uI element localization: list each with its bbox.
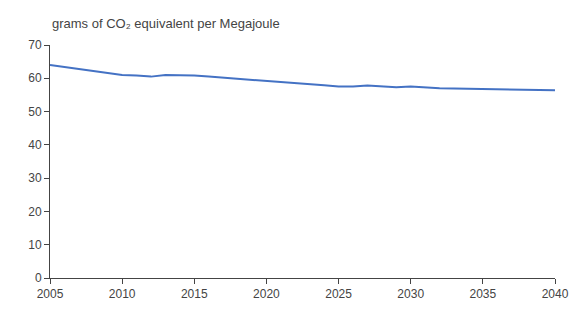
svg-text:20: 20 (28, 205, 42, 219)
svg-text:2040: 2040 (542, 287, 569, 301)
svg-text:0: 0 (35, 271, 42, 285)
svg-text:grams of CO₂ equivalent per Me: grams of CO₂ equivalent per Megajoule (52, 16, 280, 31)
svg-text:50: 50 (28, 105, 42, 119)
svg-text:40: 40 (28, 138, 42, 152)
svg-text:30: 30 (28, 171, 42, 185)
svg-text:70: 70 (28, 38, 42, 52)
svg-text:2005: 2005 (37, 287, 64, 301)
svg-text:10: 10 (28, 238, 42, 252)
svg-text:2025: 2025 (325, 287, 352, 301)
svg-text:2010: 2010 (109, 287, 136, 301)
svg-text:2035: 2035 (470, 287, 497, 301)
svg-text:60: 60 (28, 71, 42, 85)
svg-text:2030: 2030 (397, 287, 424, 301)
svg-text:2015: 2015 (181, 287, 208, 301)
svg-text:2020: 2020 (253, 287, 280, 301)
